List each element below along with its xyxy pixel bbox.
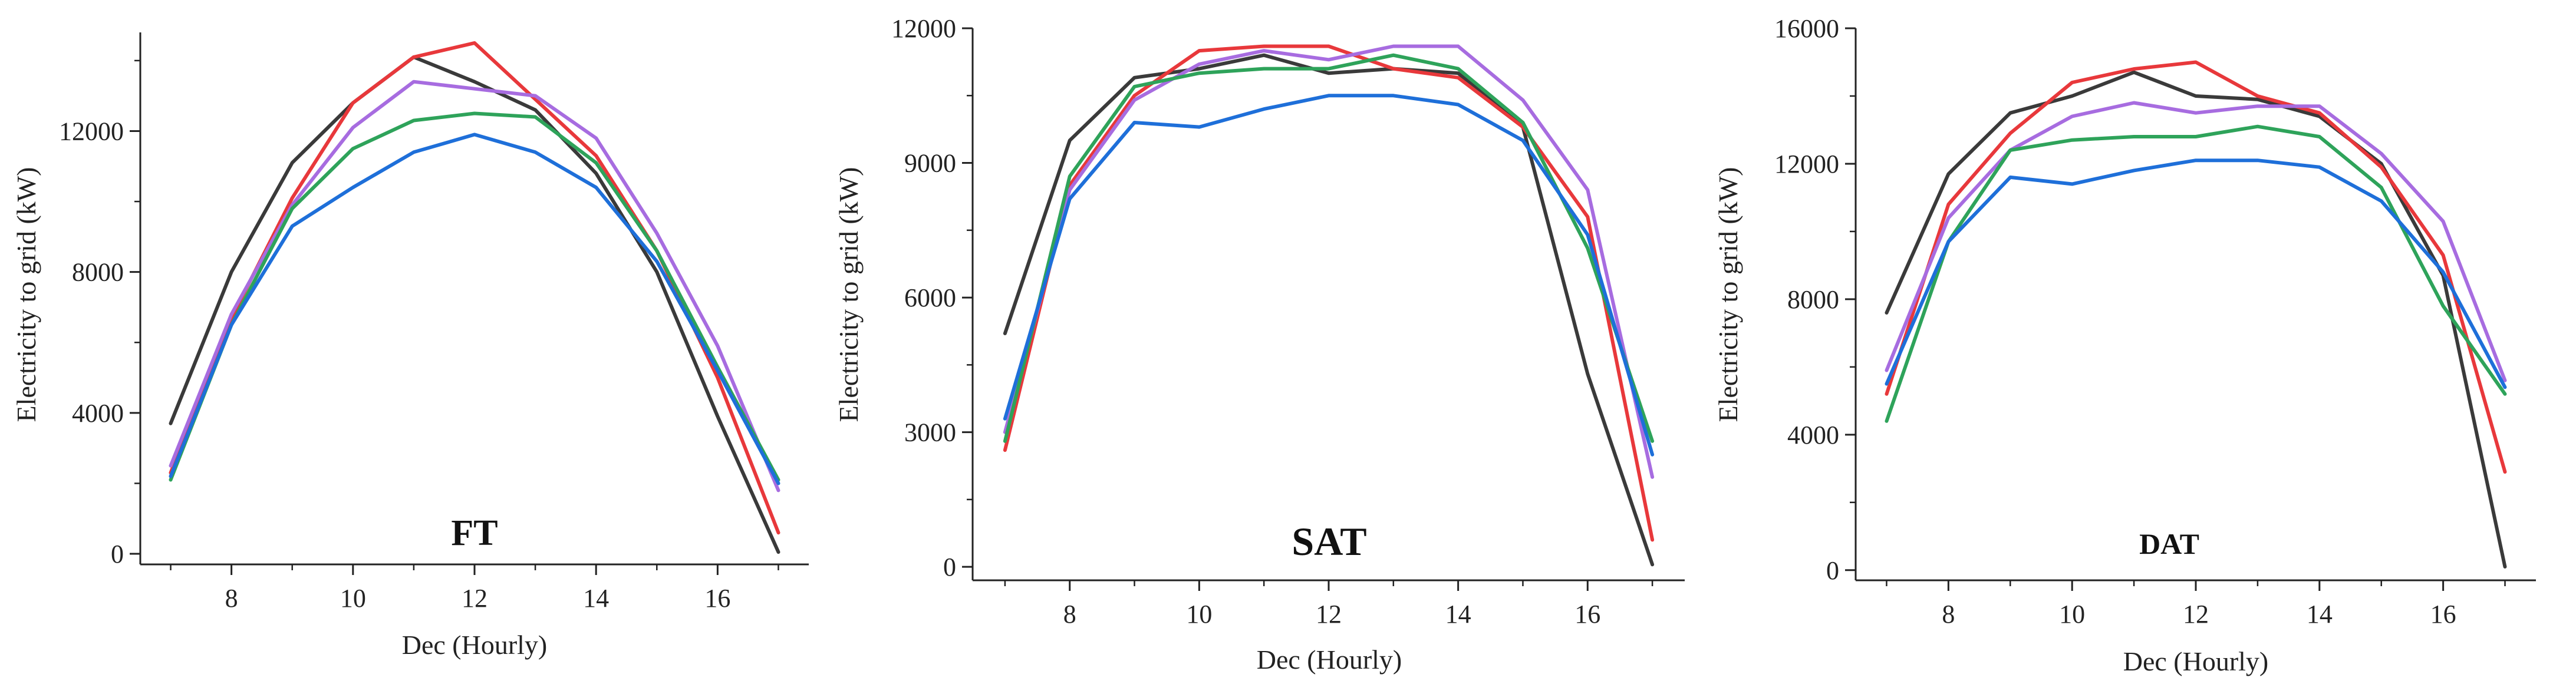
series-line-green (169, 111, 780, 482)
panel-ft: 0 4000 8000 12000 8 10 12 14 16 FT Dec (Hourly) Ele… (11, 32, 809, 660)
y-tick-label: 0 (111, 540, 124, 569)
x-tick-label: 8 (225, 584, 238, 613)
series-line-purple (1003, 44, 1655, 479)
y-tick-label: 9000 (904, 149, 956, 178)
x-tick-label: 16 (1574, 600, 1600, 629)
y-tick-label: 8000 (72, 258, 124, 287)
series-line-blue (1885, 158, 2507, 389)
y-tick-label: 16000 (1774, 14, 1839, 43)
y-tick-label: 4000 (1787, 421, 1839, 450)
y-tick-label: 8000 (1787, 285, 1839, 314)
x-axis-title: Dec (Hourly) (402, 630, 548, 660)
y-tick-label: 12000 (891, 14, 956, 43)
x-tick-label: 14 (1445, 600, 1471, 629)
series-line-dark-gray (169, 55, 780, 554)
panel-title: FT (451, 513, 498, 553)
y-tick-label: 0 (943, 553, 956, 581)
panel-sat: 0 3000 6000 9000 12000 8 10 12 14 16 SAT Dec (Hourl… (834, 14, 1685, 675)
y-tick-label: 3000 (904, 418, 956, 447)
x-tick-label: 8 (1063, 600, 1076, 629)
panel-dat: 0 4000 8000 12000 16000 8 10 12 14 16 DAT Dec (Hour… (1713, 14, 2536, 676)
series-line-purple (169, 80, 780, 493)
x-axis-title: Dec (Hourly) (1257, 645, 1402, 675)
series-line-dark-gray (1885, 70, 2507, 569)
series-line-blue (1003, 94, 1655, 457)
y-axis-title: Electricity to grid (kW) (11, 167, 41, 422)
x-tick-label: 16 (2430, 600, 2456, 629)
x-tick-label: 12 (462, 584, 487, 613)
x-tick-label: 14 (2307, 600, 2333, 629)
x-tick-label: 10 (340, 584, 366, 613)
y-axis-title: Electricity to grid (kW) (834, 167, 864, 422)
series-line-dark-gray (1003, 53, 1655, 567)
x-tick-label: 10 (1186, 600, 1212, 629)
series-line-red (1003, 44, 1655, 542)
series-line-green (1003, 53, 1655, 443)
panel-title: SAT (1292, 519, 1366, 564)
series-line-purple (1885, 101, 2507, 382)
x-tick-label: 16 (704, 584, 730, 613)
x-tick-label: 8 (1942, 600, 1955, 629)
series-line-blue (169, 133, 780, 485)
x-axis-title: Dec (Hourly) (2123, 646, 2269, 676)
y-axis-title: Electricity to grid (kW) (1713, 167, 1743, 422)
panel-title: DAT (2139, 527, 2199, 560)
x-tick-label: 12 (2183, 600, 2209, 629)
y-tick-label: 12000 (59, 117, 124, 146)
y-tick-label: 6000 (904, 283, 956, 312)
series-line-red (1885, 60, 2507, 474)
y-tick-label: 0 (1826, 556, 1839, 585)
x-tick-label: 10 (2059, 600, 2085, 629)
y-tick-label: 4000 (72, 399, 124, 428)
x-tick-label: 12 (1316, 600, 1342, 629)
y-tick-label: 12000 (1774, 150, 1839, 179)
x-tick-label: 14 (583, 584, 609, 613)
